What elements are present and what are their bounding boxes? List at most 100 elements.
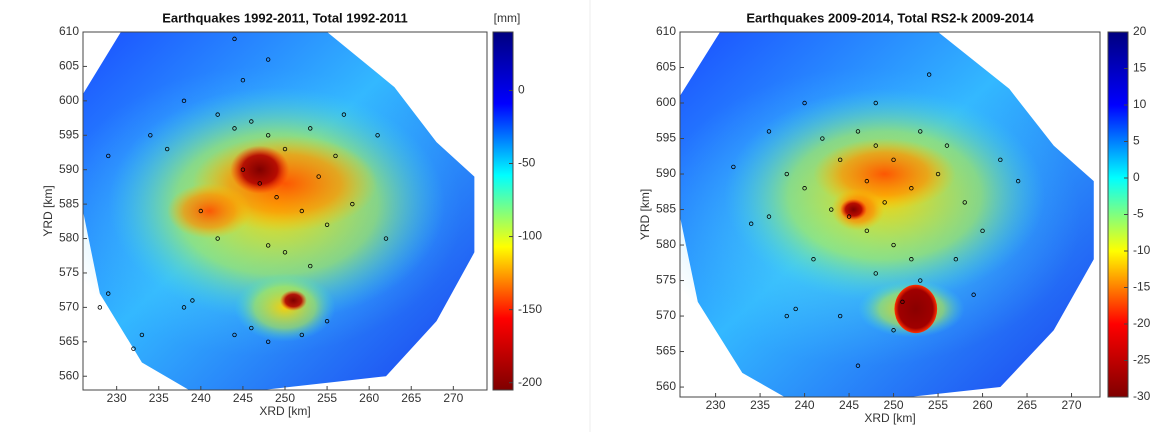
panel: 230 235 240 245 250 255 260 265 270 560 565 570 575 5…	[41, 10, 542, 418]
earthquake	[891, 242, 896, 248]
earthquake	[333, 153, 338, 159]
earthquake	[944, 143, 950, 148]
y-tick-label: 605	[59, 59, 79, 73]
earthquake	[249, 119, 254, 124]
earthquake	[864, 228, 870, 234]
y-tick-label: 560	[656, 379, 676, 393]
earthquake	[900, 299, 905, 305]
y-tick-label: 580	[59, 231, 79, 245]
chart-title: Earthquakes 1992-2011, Total 1992-2011	[162, 10, 407, 25]
earthquake	[998, 157, 1003, 163]
earthquake	[962, 200, 967, 205]
x-tick-label: 265	[401, 391, 421, 405]
y-tick-label: 570	[59, 300, 79, 314]
earthquake	[240, 167, 246, 172]
earthquake	[980, 228, 985, 234]
y-tick-label: 560	[59, 368, 79, 382]
earthquake	[811, 257, 816, 262]
earthquake	[240, 77, 246, 83]
earthquake	[265, 243, 271, 248]
colorbar-tick-label: -15	[1133, 280, 1151, 294]
colorbar-tick-label: -50	[518, 156, 536, 170]
earthquake	[873, 100, 878, 106]
earthquake	[308, 263, 313, 269]
x-tick-label: 260	[973, 398, 993, 412]
x-tick-label: 235	[149, 391, 169, 405]
earthquake	[265, 57, 271, 62]
earthquake	[855, 129, 861, 134]
earthquake	[215, 236, 220, 241]
earthquake	[953, 257, 959, 262]
x-tick-label: 235	[750, 398, 770, 412]
earthquake	[215, 112, 220, 117]
y-tick-label: 610	[59, 24, 79, 38]
colorbar-tick-label: 10	[1133, 97, 1147, 111]
y-tick-label: 590	[59, 162, 79, 176]
x-tick-label: 245	[233, 391, 253, 405]
earthquake	[873, 271, 878, 276]
x-axis-label: XRD [km]	[259, 404, 310, 418]
earthquake	[299, 332, 305, 338]
y-axis-label: YRD [km]	[638, 189, 652, 240]
earthquake	[918, 129, 923, 134]
earthquake	[837, 313, 843, 319]
y-tick-label: 605	[656, 60, 676, 74]
earthquake	[926, 72, 932, 77]
heat-blob	[279, 290, 307, 311]
earthquake	[846, 214, 852, 219]
heatmap	[83, 32, 475, 390]
earthquake	[873, 143, 878, 148]
earthquake	[1015, 178, 1021, 184]
earthquake	[341, 112, 347, 117]
earthquake	[766, 129, 772, 134]
x-tick-label: 250	[275, 391, 295, 405]
earthquake	[106, 153, 111, 159]
earthquake	[324, 318, 330, 324]
earthquake	[299, 208, 305, 214]
x-tick-label: 230	[107, 391, 127, 405]
colorbar-tick-label: -5	[1133, 207, 1144, 221]
y-tick-label: 590	[656, 166, 676, 180]
earthquake	[316, 174, 321, 179]
colorbar-tick-label: -20	[1133, 316, 1151, 330]
heat-blob	[230, 145, 290, 194]
heatmap	[680, 32, 1094, 397]
colorbar-tick-label: 0	[1133, 170, 1140, 184]
y-tick-label: 570	[656, 308, 676, 322]
earthquake	[829, 207, 834, 212]
x-tick-label: 265	[1017, 398, 1037, 412]
earthquake	[324, 222, 330, 227]
earthquake	[232, 126, 237, 131]
earthquake	[864, 178, 870, 184]
earthquake	[350, 201, 355, 207]
earthquake	[882, 200, 887, 205]
plot-frame	[679, 31, 1101, 398]
y-tick-label: 600	[656, 95, 676, 109]
earthquake	[198, 208, 204, 214]
y-tick-label: 580	[656, 237, 676, 251]
earthquake	[935, 171, 941, 177]
earthquake	[164, 146, 170, 152]
earthquake	[257, 181, 262, 186]
earthquake	[232, 332, 237, 338]
panel: 230 235 240 245 250 255 260 265 270 560 565 570 575 5…	[638, 10, 1150, 425]
x-tick-label: 245	[839, 398, 859, 412]
y-tick-label: 595	[656, 131, 676, 145]
heat-blob	[813, 138, 956, 210]
earthquake	[891, 157, 896, 163]
earthquake	[375, 133, 380, 138]
x-tick-label: 240	[795, 398, 815, 412]
colorbar-tick-label: 15	[1133, 61, 1147, 75]
earthquake	[909, 186, 914, 191]
earthquake	[249, 325, 254, 331]
earthquake	[131, 346, 136, 351]
heat-blob	[167, 183, 252, 239]
colorbar-tick-label: -25	[1133, 353, 1151, 367]
y-tick-label: 610	[656, 24, 676, 38]
earthquake	[748, 221, 754, 226]
earthquake	[181, 305, 187, 310]
x-axis-label: XRD [km]	[864, 411, 915, 425]
colorbar-tick-label: -200	[518, 375, 542, 389]
colorbar-tick-label: 5	[1133, 134, 1140, 148]
